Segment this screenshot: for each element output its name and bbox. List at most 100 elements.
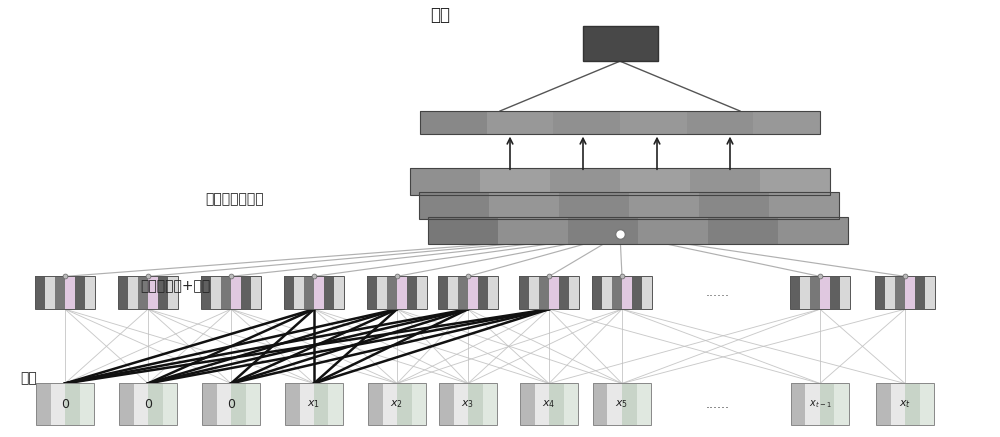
Bar xyxy=(519,276,579,309)
Bar xyxy=(568,217,638,244)
Bar xyxy=(304,276,314,309)
Bar xyxy=(539,276,549,309)
Text: 输入: 输入 xyxy=(20,371,37,385)
Bar xyxy=(119,384,177,425)
Bar xyxy=(834,384,849,425)
Bar xyxy=(602,276,612,309)
Bar xyxy=(367,276,427,309)
Bar xyxy=(920,384,934,425)
Bar xyxy=(407,276,417,309)
Bar xyxy=(412,384,426,425)
Bar xyxy=(708,217,778,244)
Bar xyxy=(876,384,934,425)
Bar xyxy=(820,276,830,309)
Bar xyxy=(294,276,304,309)
Bar xyxy=(769,192,839,219)
Bar xyxy=(885,276,895,309)
Bar xyxy=(148,384,162,425)
Text: ......: ...... xyxy=(706,398,730,411)
Bar xyxy=(642,276,652,309)
Bar xyxy=(202,384,216,425)
Text: 0: 0 xyxy=(61,398,69,411)
Bar xyxy=(387,276,397,309)
Bar xyxy=(559,276,569,309)
Bar xyxy=(549,276,559,309)
Bar xyxy=(285,384,343,425)
Bar xyxy=(410,168,830,195)
Bar xyxy=(559,192,629,219)
Bar xyxy=(162,384,177,425)
Bar xyxy=(367,276,377,309)
Bar xyxy=(80,384,94,425)
Bar xyxy=(428,217,848,244)
Bar xyxy=(489,192,559,219)
Bar xyxy=(791,384,805,425)
Bar xyxy=(534,384,549,425)
Bar xyxy=(553,111,620,134)
Bar xyxy=(876,384,891,425)
Text: $x_5$: $x_5$ xyxy=(615,398,629,410)
Bar xyxy=(428,217,498,244)
Bar xyxy=(925,276,935,309)
Bar xyxy=(468,276,478,309)
Bar xyxy=(690,168,760,195)
Bar xyxy=(620,168,690,195)
Bar xyxy=(65,384,80,425)
Bar xyxy=(550,168,620,195)
Bar xyxy=(699,192,769,219)
Bar xyxy=(148,276,158,309)
Bar xyxy=(45,276,55,309)
Bar xyxy=(895,276,905,309)
Bar xyxy=(300,384,314,425)
Bar xyxy=(119,384,134,425)
Bar xyxy=(760,168,830,195)
Bar xyxy=(622,276,632,309)
Bar xyxy=(438,276,448,309)
Bar xyxy=(620,111,687,134)
Bar xyxy=(75,276,85,309)
Bar xyxy=(368,384,426,425)
Bar xyxy=(420,111,487,134)
Bar xyxy=(419,192,489,219)
Bar xyxy=(520,384,534,425)
Bar xyxy=(202,384,260,425)
Bar xyxy=(482,384,497,425)
Bar xyxy=(231,384,246,425)
Bar xyxy=(328,384,343,425)
Bar xyxy=(519,276,529,309)
Bar xyxy=(915,276,925,309)
Bar xyxy=(790,276,800,309)
Bar xyxy=(438,276,498,309)
Bar xyxy=(454,384,468,425)
Bar xyxy=(50,384,65,425)
Bar xyxy=(36,384,94,425)
Text: 输出: 输出 xyxy=(430,6,450,24)
Bar xyxy=(439,384,497,425)
Bar xyxy=(138,276,148,309)
Text: ......: ...... xyxy=(706,286,730,299)
Bar xyxy=(905,276,915,309)
Bar xyxy=(397,384,412,425)
Bar xyxy=(830,276,840,309)
Bar xyxy=(687,111,753,134)
Bar xyxy=(593,384,651,425)
Bar xyxy=(158,276,168,309)
Bar xyxy=(285,384,300,425)
Bar xyxy=(314,276,324,309)
Bar xyxy=(128,276,138,309)
Bar xyxy=(368,384,382,425)
Bar xyxy=(201,276,261,309)
Bar xyxy=(419,192,839,219)
Bar xyxy=(480,168,550,195)
Text: 一维卷积层+拼接: 一维卷积层+拼接 xyxy=(140,279,210,293)
Bar xyxy=(592,276,602,309)
Bar xyxy=(488,276,498,309)
Bar xyxy=(420,111,820,134)
Text: $x_t$: $x_t$ xyxy=(899,398,911,410)
Bar xyxy=(284,276,294,309)
Bar xyxy=(35,276,95,309)
Bar xyxy=(448,276,458,309)
Bar xyxy=(498,217,568,244)
Bar xyxy=(241,276,251,309)
Bar xyxy=(805,384,820,425)
